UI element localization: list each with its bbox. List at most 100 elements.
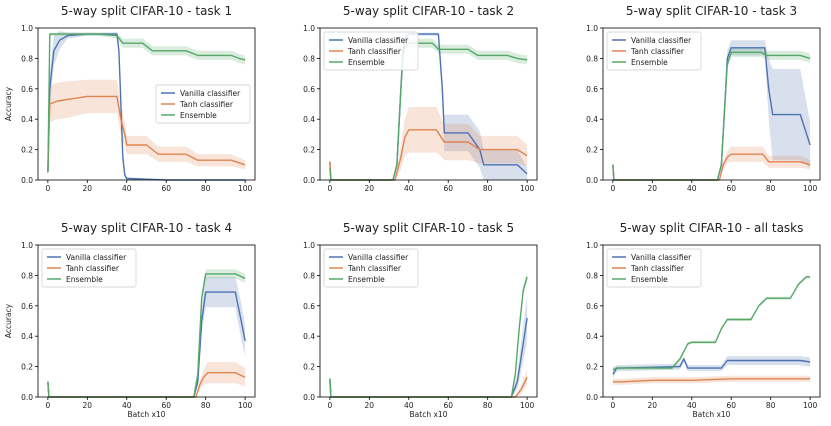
- x-tick-label: 40: [404, 184, 414, 193]
- chart-title: 5-way split CIFAR-10 - task 1: [61, 4, 232, 18]
- x-tick-label: 40: [404, 401, 414, 410]
- x-tick-label: 0: [45, 184, 50, 193]
- legend: Vanilla classifier Tanh classifier Ensembl…: [323, 248, 419, 288]
- x-tick-label: 0: [327, 401, 332, 410]
- legend: Vanilla classifier Tanh classifier Ensembl…: [155, 84, 251, 124]
- y-tick-label: 0.6: [303, 302, 315, 311]
- legend-label: Ensemble: [66, 275, 103, 284]
- y-tick-label: 0.2: [303, 363, 315, 372]
- y-tick-label: 0.8: [586, 271, 598, 280]
- y-tick-label: 0.2: [303, 146, 315, 155]
- chart-panel-3: 5-way split CIFAR-10 - task 3 0.0 0.2 0.4 0.…: [586, 4, 821, 193]
- series-line-ensemble: [329, 276, 528, 398]
- series-line-ensemble: [47, 33, 246, 173]
- legend-label: Vanilla classifier: [631, 253, 692, 262]
- plot-frame: [319, 244, 538, 398]
- y-tick-label: 0.0: [303, 176, 315, 185]
- series-line-vanilla-classifier: [47, 33, 246, 181]
- legend-label: Tanh classifier: [65, 264, 120, 273]
- series-band-tanh-classifier: [612, 146, 811, 180]
- series-line-tanh-classifier: [47, 95, 246, 171]
- y-tick-label: 0.0: [303, 393, 315, 402]
- series-line-vanilla-classifier: [612, 358, 811, 375]
- plot-frame: [602, 244, 821, 398]
- series-band-tanh-classifier: [47, 362, 246, 397]
- series-band-vanilla-classifier: [329, 32, 528, 180]
- y-tick-label: 0.6: [586, 302, 598, 311]
- x-tick-label: 40: [687, 184, 697, 193]
- y-tick-label: 0.2: [586, 363, 598, 372]
- y-tick-label: 1.0: [303, 241, 315, 250]
- legend-label: Tanh classifier: [347, 264, 402, 273]
- series-band-vanilla-classifier: [47, 276, 246, 397]
- x-tick-label: 20: [648, 401, 658, 410]
- x-tick-label: 80: [483, 401, 493, 410]
- y-axis-label: Accuracy: [4, 86, 13, 121]
- legend-label: Tanh classifier: [630, 47, 685, 56]
- legend-box: [155, 84, 251, 124]
- chart-panel-2: 5-way split CIFAR-10 - task 2 0.0 0.2 0.4 0.…: [303, 4, 538, 193]
- x-tick-label: 100: [520, 184, 535, 193]
- chart-panel-4: 5-way split CIFAR-10 - task 4 0.0 0.2 0.4 0.…: [4, 221, 256, 419]
- legend-label: Ensemble: [631, 275, 668, 284]
- y-tick-label: 0.0: [21, 176, 33, 185]
- series-band-vanilla-classifier: [329, 295, 528, 397]
- x-tick-label: 20: [365, 401, 375, 410]
- y-tick-label: 0.2: [586, 146, 598, 155]
- legend: Vanilla classifier Tanh classifier Ensembl…: [606, 31, 702, 71]
- chart-title: 5-way split CIFAR-10 - task 2: [343, 4, 514, 18]
- y-tick-label: 0.4: [303, 115, 315, 124]
- chart-title: 5-way split CIFAR-10 - all tasks: [620, 221, 804, 235]
- x-tick-label: 20: [365, 184, 375, 193]
- chart-title: 5-way split CIFAR-10 - task 3: [626, 4, 797, 18]
- plot-frame: [602, 27, 821, 181]
- x-tick-label: 60: [726, 401, 736, 410]
- x-tick-label: 40: [687, 401, 697, 410]
- y-axis-label: Accuracy: [4, 303, 13, 338]
- x-tick-label: 80: [766, 401, 776, 410]
- chart-title: 5-way split CIFAR-10 - task 4: [61, 221, 232, 235]
- series-line-vanilla-classifier: [329, 317, 528, 398]
- y-tick-label: 0.8: [303, 54, 315, 63]
- y-tick-label: 0.8: [586, 54, 598, 63]
- x-tick-label: 100: [803, 184, 818, 193]
- y-tick-label: 1.0: [21, 24, 33, 33]
- legend: Vanilla classifier Tanh classifier Ensembl…: [606, 248, 702, 288]
- x-tick-label: 0: [610, 401, 615, 410]
- x-tick-label: 0: [610, 184, 615, 193]
- legend-label: Tanh classifier: [347, 47, 402, 56]
- series-band-vanilla-classifier: [612, 40, 811, 181]
- plot-frame: [37, 244, 256, 398]
- y-tick-label: 1.0: [21, 241, 33, 250]
- y-tick-label: 0.6: [303, 85, 315, 94]
- series-band-tanh-classifier: [47, 79, 246, 177]
- x-tick-label: 60: [726, 184, 736, 193]
- x-tick-label: 100: [803, 401, 818, 410]
- chart-title: 5-way split CIFAR-10 - task 5: [343, 221, 514, 235]
- legend-box: [606, 248, 702, 288]
- series-line-tanh-classifier: [329, 129, 528, 181]
- x-tick-label: 80: [766, 184, 776, 193]
- x-tick-label: 60: [161, 401, 171, 410]
- x-tick-label: 100: [520, 401, 535, 410]
- y-tick-label: 0.4: [21, 115, 33, 124]
- y-tick-label: 0.0: [586, 176, 598, 185]
- series-band-ensemble: [329, 38, 528, 180]
- x-tick-label: 80: [201, 184, 211, 193]
- plot-frame: [37, 27, 256, 181]
- x-axis-label: Batch x10: [128, 410, 166, 419]
- x-tick-label: 0: [327, 184, 332, 193]
- series-band-tanh-classifier: [329, 107, 528, 180]
- x-tick-label: 60: [161, 184, 171, 193]
- legend-box: [41, 248, 137, 288]
- chart-panel-1: 5-way split CIFAR-10 - task 1 0.0 0.2 0.4 0.…: [4, 4, 256, 193]
- legend-box: [606, 31, 702, 71]
- plot-frame: [319, 27, 538, 181]
- legend-box: [323, 31, 419, 71]
- x-tick-label: 60: [443, 184, 453, 193]
- chart-panel-5: 5-way split CIFAR-10 - task 5 0.0 0.2 0.4 0.…: [303, 221, 538, 419]
- legend-box: [323, 248, 419, 288]
- y-tick-label: 0.4: [586, 332, 598, 341]
